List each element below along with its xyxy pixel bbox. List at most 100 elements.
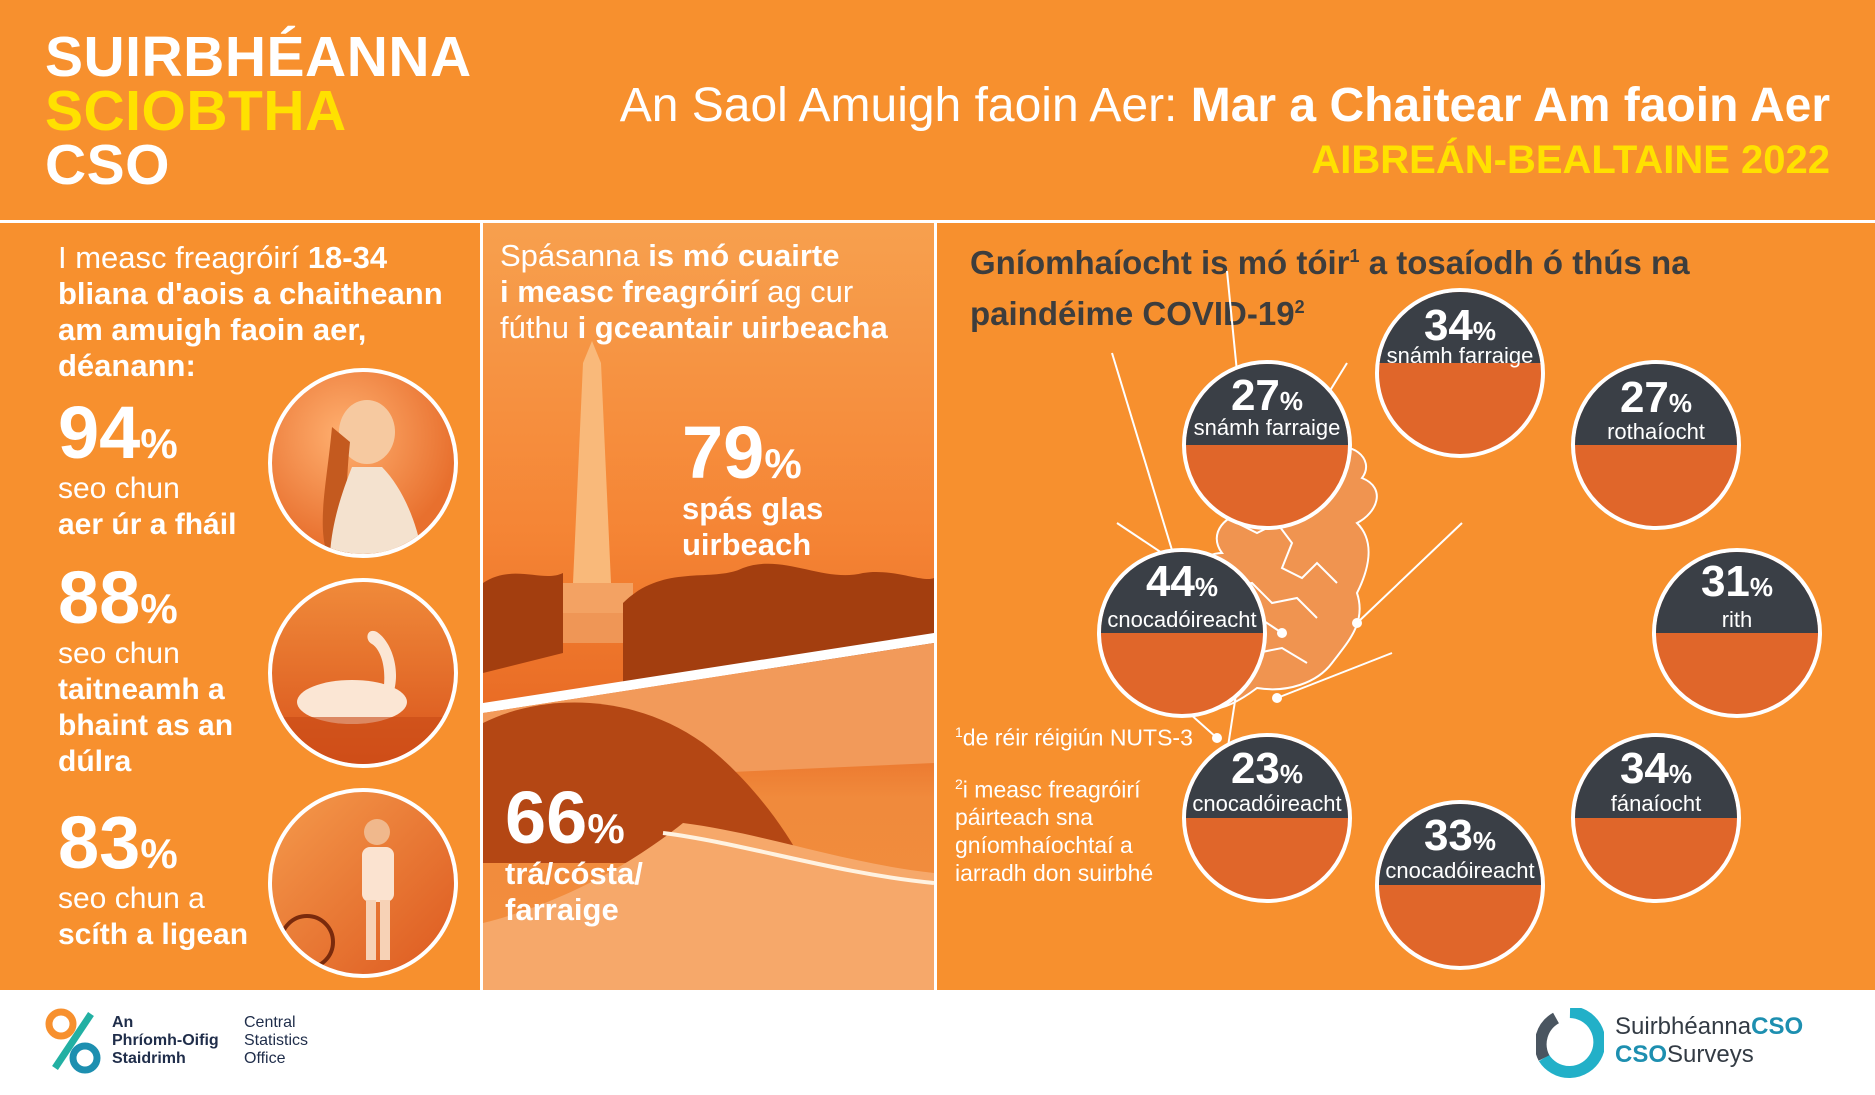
brand-line-3: CSO bbox=[45, 133, 171, 197]
stat-value: 83 bbox=[58, 801, 141, 884]
activities-heading: Gníomhaíocht is mó tóir1 a tosaíodh ó th… bbox=[970, 234, 1790, 336]
activity-label-panel bbox=[1656, 552, 1818, 633]
activity-label-panel bbox=[1379, 292, 1541, 364]
footnotes: 1de réir réigiún NUTS-3 2i measc freagró… bbox=[955, 718, 1205, 887]
activity-running-31: 31% rith bbox=[1652, 548, 1822, 718]
footnote-1-mark: 1 bbox=[955, 724, 963, 740]
heading-part-1: Gníomhaíocht is mó tóir bbox=[970, 244, 1350, 281]
activity-hillwalking-33: 33% cnocadóireacht bbox=[1375, 800, 1545, 970]
stat-value: 79 bbox=[682, 411, 765, 494]
surveys-english: CSOSurveys bbox=[1615, 1041, 1754, 1068]
stat-line-1: seo chun bbox=[58, 472, 180, 505]
activity-value: 44% bbox=[1145, 557, 1219, 606]
stat-unit: % bbox=[587, 805, 625, 852]
stat-unit: % bbox=[140, 830, 178, 877]
left-intro-bold: 18-34 bliana d'aois a chaitheann am amui… bbox=[58, 240, 443, 383]
stat-line-1: trá/cósta/ bbox=[505, 856, 643, 891]
brand-line-1: SUIRBHÉANNA bbox=[45, 25, 472, 89]
activity-label-panel bbox=[1186, 364, 1348, 445]
surveys-irish: SuirbhéannaCSO bbox=[1615, 1013, 1804, 1040]
activity-value: 27% bbox=[1619, 373, 1693, 422]
middle-intro-regular-2: ag cur fúthu bbox=[500, 274, 854, 345]
middle-panel-background bbox=[483, 223, 935, 990]
stat-value: 66 bbox=[505, 776, 588, 859]
brand-logo-text: SUIRBHÉANNA SCIOBTHA CSO bbox=[45, 25, 472, 197]
stat-value: 88 bbox=[58, 556, 141, 639]
heading-part-2: a tosaíodh ó thús na paindéime COVID-19 bbox=[970, 244, 1690, 332]
stat-line-3: bhaint as an dúlra bbox=[58, 709, 234, 778]
left-intro: I measc freagróirí 18-34 bliana d'aois a… bbox=[58, 240, 468, 384]
activity-value: 33% bbox=[1423, 811, 1497, 860]
activity-label: cnocadóireacht bbox=[1385, 858, 1535, 883]
activity-label-panel bbox=[1575, 737, 1737, 818]
stat-urban-green-space: 79% spás glas uirbeach bbox=[682, 415, 912, 563]
activity-label-panel bbox=[1575, 364, 1737, 445]
activity-label: cnocadóireacht bbox=[1192, 791, 1342, 816]
stat-beach-coast-sea: 66% trá/cósta/ farraige bbox=[505, 780, 735, 928]
activity-label-panel bbox=[1101, 552, 1263, 633]
stat-line-2: taitneamh a bbox=[58, 673, 225, 706]
footnote-2: 2i measc freagróirí páirteach sna gníomh… bbox=[955, 775, 1154, 887]
footnote-2-mark: 2 bbox=[955, 775, 963, 792]
stat-line-2: uirbeach bbox=[682, 527, 812, 562]
middle-intro-bold-2: i measc freagróirí bbox=[500, 274, 759, 309]
stat-relax: 83% seo chun a scíth a ligean bbox=[58, 805, 278, 953]
activity-rambling-34: 34% fánaíocht bbox=[1571, 733, 1741, 903]
middle-intro-bold-1: is mó cuairte bbox=[648, 238, 840, 273]
middle-intro-bold-3: i gceantair uirbeacha bbox=[577, 310, 888, 345]
infographic: SUIRBHÉANNA SCIOBTHA CSO An Saol Amuigh … bbox=[0, 0, 1875, 990]
activity-label: fánaíocht bbox=[1610, 791, 1702, 816]
cso-logo-icon bbox=[45, 1008, 101, 1074]
divider-vertical-1 bbox=[480, 223, 483, 990]
activity-value: 31% bbox=[1700, 557, 1774, 606]
stat-line-2: scíth a ligean bbox=[58, 918, 249, 951]
stat-unit: % bbox=[764, 440, 802, 487]
activity-label: snámh farraige bbox=[1193, 415, 1341, 440]
landscape-illustration bbox=[483, 341, 935, 990]
divider-horizontal bbox=[0, 220, 1875, 223]
activity-sea-swimming-34: 34% snámh farraige bbox=[1375, 288, 1545, 458]
activity-label-panel bbox=[1186, 737, 1348, 818]
stat-line-1: spás glas bbox=[682, 491, 824, 526]
stat-line-1: seo chun a bbox=[58, 882, 205, 915]
page-title: An Saol Amuigh faoin Aer: Mar a Chaitear… bbox=[620, 78, 1830, 133]
activity-value: 34% bbox=[1423, 301, 1497, 350]
stat-fresh-air: 94% seo chun aer úr a fháil bbox=[58, 395, 268, 543]
stat-value: 94 bbox=[58, 391, 141, 474]
left-intro-regular: I measc freagróirí bbox=[58, 240, 308, 275]
woman-breathing-photo bbox=[268, 368, 458, 558]
activity-label-panel bbox=[1379, 804, 1541, 885]
swan-photo bbox=[268, 578, 458, 768]
cso-surveys-text: SuirbhéannaCSO CSOSurveys bbox=[1615, 1013, 1803, 1069]
man-with-bicycle-photo bbox=[268, 788, 458, 978]
activity-label: rothaíocht bbox=[1607, 419, 1705, 444]
activity-hillwalking-44: 44% cnocadóireacht bbox=[1097, 548, 1267, 718]
title-bold: Mar a Chaitear Am faoin Aer bbox=[1190, 79, 1830, 132]
stat-line-1: seo chun bbox=[58, 637, 180, 670]
activity-value: 23% bbox=[1230, 744, 1304, 793]
cso-surveys-logo-icon bbox=[1534, 1006, 1606, 1083]
cso-name-english: Central Statistics Office bbox=[244, 1014, 309, 1067]
stat-enjoy-nature: 88% seo chun taitneamh a bhaint as an dú… bbox=[58, 560, 268, 780]
stat-unit: % bbox=[140, 585, 178, 632]
footnote-1: 1de réir réigiún NUTS-3 bbox=[955, 724, 1193, 751]
activity-label: cnocadóireacht bbox=[1107, 607, 1257, 632]
activity-value: 34% bbox=[1619, 744, 1693, 793]
stat-line-2: aer úr a fháil bbox=[58, 508, 237, 541]
brand-line-2: SCIOBTHA bbox=[45, 79, 347, 143]
stat-line-2: farraige bbox=[505, 892, 619, 927]
heading-sup-1: 1 bbox=[1349, 246, 1360, 266]
middle-intro: Spásanna is mó cuairte i measc freagróirí… bbox=[500, 238, 920, 346]
activity-hillwalking-23: 23% cnocadóireacht bbox=[1182, 733, 1352, 903]
activity-sea-swimming-27: 27% snámh farraige bbox=[1182, 360, 1352, 530]
cso-name-irish: An Phríomh-Oifig Staidrimh bbox=[112, 1014, 219, 1067]
stat-unit: % bbox=[140, 420, 178, 467]
heading-sup-2: 2 bbox=[1294, 297, 1305, 317]
middle-intro-regular-1: Spásanna bbox=[500, 238, 649, 273]
activity-label: snámh farraige bbox=[1386, 343, 1534, 368]
activity-label: rith bbox=[1721, 607, 1753, 632]
page-subtitle: AIBREÁN-BEALTAINE 2022 bbox=[1311, 138, 1830, 182]
divider-vertical-2 bbox=[934, 223, 937, 990]
cso-logo bbox=[45, 1008, 101, 1079]
activity-value: 27% bbox=[1230, 371, 1304, 420]
